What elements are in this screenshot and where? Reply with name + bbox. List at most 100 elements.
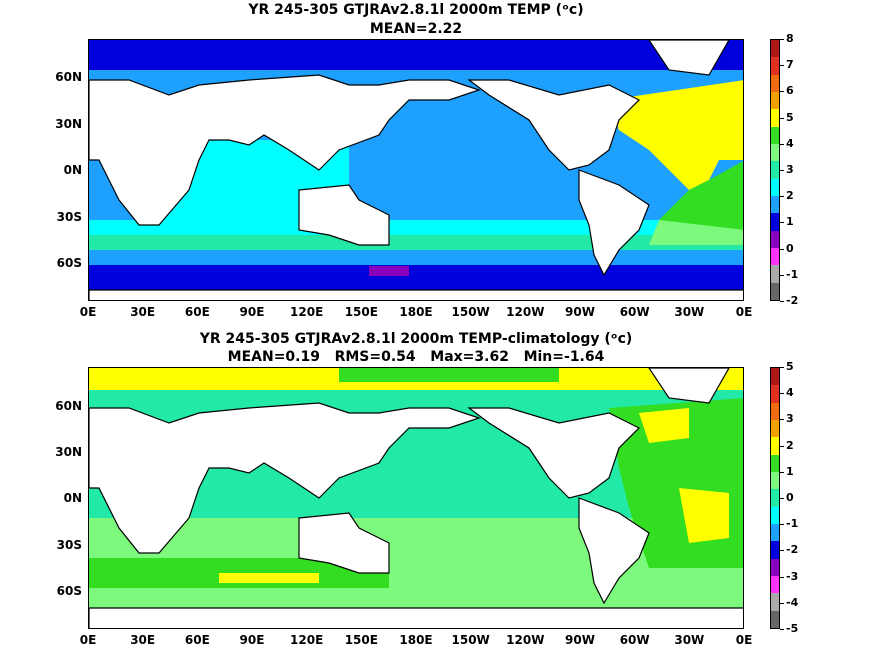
colorbar-swatch xyxy=(771,213,779,232)
colorbar-tick-label: 2 xyxy=(786,438,794,452)
colorbar-swatch xyxy=(771,126,779,145)
bottom-panel-title-line2: MEAN=0.19 RMS=0.54 Max=3.62 Min=-1.64 xyxy=(227,349,605,365)
colorbar-swatch xyxy=(771,541,779,560)
bottom-lon-label: 0E xyxy=(735,633,753,647)
top-lon-label: 180E xyxy=(399,305,433,319)
colorbar-tick xyxy=(780,629,784,630)
colorbar-tick-label: -5 xyxy=(786,622,799,635)
colorbar-tick xyxy=(780,65,784,67)
colorbar-swatch xyxy=(771,230,779,249)
top-lon-label: 150E xyxy=(344,305,378,319)
colorbar-swatch xyxy=(771,265,779,284)
yellow-streak xyxy=(219,573,319,583)
top-lon-label: 120W xyxy=(506,305,545,319)
colorbar-tick-label: -2 xyxy=(786,543,799,557)
colorbar-tick xyxy=(780,196,784,198)
colorbar-tick xyxy=(780,419,784,421)
colorbar-tick-label: 1 xyxy=(786,215,794,229)
continents xyxy=(89,40,743,300)
top-lon-label: 90E xyxy=(239,305,265,319)
top-lat-label-30s: 30S xyxy=(56,210,82,224)
colorbar-tick xyxy=(780,39,784,40)
colorbar-swatch xyxy=(771,282,779,301)
colorbar-swatch xyxy=(771,40,779,58)
greenland xyxy=(648,40,730,76)
top-lat-label-60n: 60N xyxy=(55,70,82,84)
colorbar-tick-label: 3 xyxy=(786,163,794,176)
colorbar-tick xyxy=(780,471,784,473)
colorbar-tick xyxy=(780,524,784,526)
top-lon-label: 60W xyxy=(619,305,650,319)
colorbar-tick xyxy=(780,91,784,93)
colorbar-swatch xyxy=(771,178,779,197)
top-map-svg xyxy=(89,40,743,300)
colorbar-swatch xyxy=(771,368,779,386)
top-lat-label-0n: 0N xyxy=(63,163,82,177)
colorbar-swatch xyxy=(771,109,779,128)
top-lon-label: 60E xyxy=(184,305,210,319)
colorbar-swatch xyxy=(771,437,779,456)
top-lat-label-30n: 30N xyxy=(55,117,82,131)
bottom-lon-label: 90W xyxy=(565,633,595,647)
bottom-lon-label: 120W xyxy=(506,633,545,647)
bottom-colorbar xyxy=(770,367,780,629)
bottom-map-plot xyxy=(88,367,744,629)
bottom-map-svg xyxy=(89,368,743,628)
top-panel-title-line1: YR 245-305 GTJRAv2.8.1l 2000m TEMP (ᵒc) xyxy=(248,2,584,18)
africa-eurasia xyxy=(89,74,481,226)
colorbar-tick-label: 0 xyxy=(786,491,794,504)
colorbar-tick xyxy=(780,143,784,145)
colorbar-tick-label: 1 xyxy=(786,464,794,478)
colorbar-tick-label: 3 xyxy=(786,412,794,426)
top-lat-label-60s: 60S xyxy=(56,256,82,270)
colorbar-tick xyxy=(780,301,784,302)
colorbar-tick xyxy=(780,550,784,552)
colorbar-tick-label: 2 xyxy=(786,189,794,203)
top-panel-title-line2: MEAN=2.22 xyxy=(369,21,463,37)
bottom-lat-label-0n: 0N xyxy=(63,491,82,505)
top-colorbar xyxy=(770,39,780,301)
bottom-lon-label: 90E xyxy=(239,633,265,647)
bottom-lon-label: 30E xyxy=(130,633,156,647)
top-lon-label: 150W xyxy=(451,305,490,319)
colorbar-tick-label: -4 xyxy=(786,595,799,609)
colorbar-swatch xyxy=(771,144,779,162)
colorbar-tick-label: -1 xyxy=(786,267,799,281)
bottom-lon-label: 120E xyxy=(290,633,324,647)
colorbar-tick-label: -1 xyxy=(786,517,799,531)
colorbar-tick xyxy=(780,367,784,368)
colorbar-swatch xyxy=(771,402,779,421)
atlantic-yellow xyxy=(609,80,743,190)
bottom-lon-label: 150W xyxy=(451,633,490,647)
top-map-plot xyxy=(88,39,744,301)
colorbar-swatch xyxy=(771,57,779,76)
top-lon-label: 90W xyxy=(565,305,595,319)
bottom-lon-label: 180E xyxy=(399,633,433,647)
colorbar-tick-label: 4 xyxy=(786,136,794,150)
bottom-lat-label-30s: 30S xyxy=(56,538,82,552)
colorbar-tick-label: -2 xyxy=(786,294,799,307)
bottom-lon-label: 150E xyxy=(344,633,378,647)
colorbar-swatch xyxy=(771,248,779,266)
arctic-blue xyxy=(89,40,743,70)
colorbar-swatch xyxy=(771,558,779,577)
north-america xyxy=(467,79,641,171)
arctic-green xyxy=(339,368,559,382)
continents-bottom xyxy=(89,368,743,628)
purple-patch xyxy=(369,266,409,276)
colorbar-swatch xyxy=(771,524,779,542)
antarctica xyxy=(89,289,743,300)
atlantic-green xyxy=(659,161,743,235)
colorbar-swatch xyxy=(771,161,779,180)
colorbar-swatch xyxy=(771,576,779,594)
colorbar-tick-label: 0 xyxy=(786,241,794,255)
colorbar-swatch xyxy=(771,385,779,404)
bottom-lon-label: 60W xyxy=(619,633,650,647)
colorbar-tick xyxy=(780,498,784,499)
colorbar-tick-label: 5 xyxy=(786,110,794,124)
colorbar-tick xyxy=(780,274,784,276)
colorbar-swatch xyxy=(771,92,779,110)
colorbar-swatch xyxy=(771,420,779,438)
colorbar-tick xyxy=(780,576,784,578)
colorbar-tick-label: 7 xyxy=(786,58,794,72)
